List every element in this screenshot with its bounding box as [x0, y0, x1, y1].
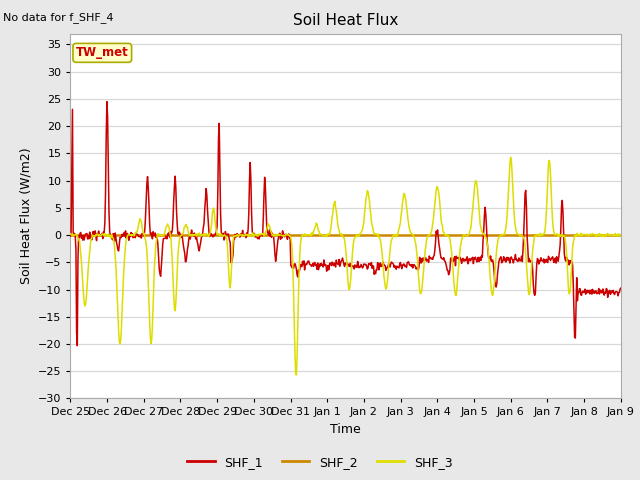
- Text: TW_met: TW_met: [76, 47, 129, 60]
- Title: Soil Heat Flux: Soil Heat Flux: [293, 13, 398, 28]
- Text: No data for f_SHF_4: No data for f_SHF_4: [3, 12, 114, 23]
- X-axis label: Time: Time: [330, 423, 361, 436]
- Legend: SHF_1, SHF_2, SHF_3: SHF_1, SHF_2, SHF_3: [182, 451, 458, 474]
- Y-axis label: Soil Heat Flux (W/m2): Soil Heat Flux (W/m2): [19, 148, 32, 284]
